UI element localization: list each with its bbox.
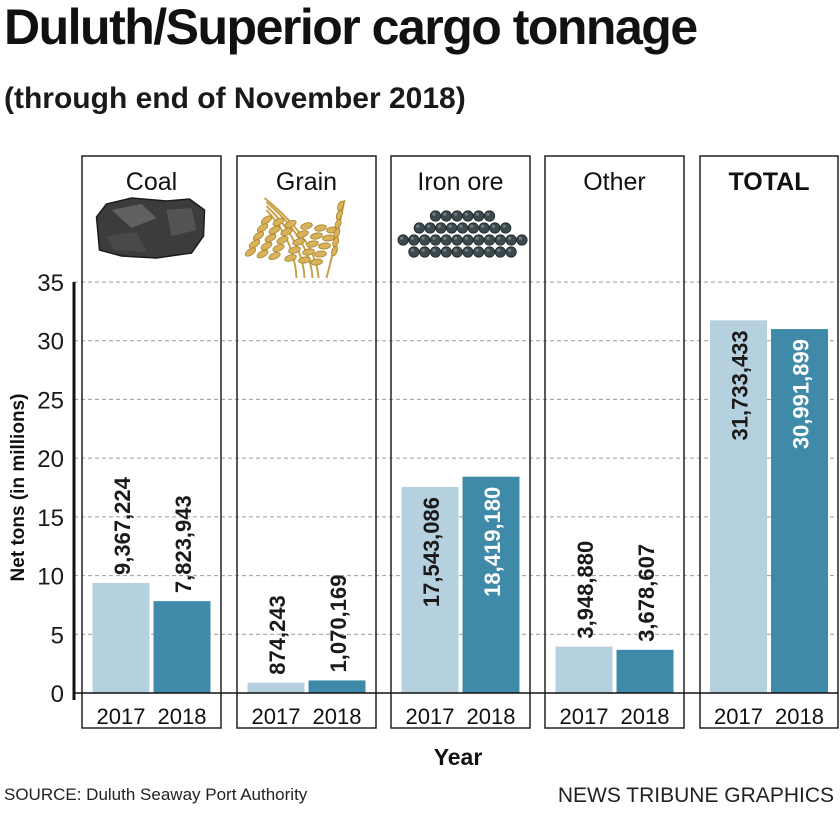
data-label: 9,367,224 — [110, 476, 135, 575]
x-tick-label: 2018 — [621, 704, 670, 729]
data-label: 874,243 — [265, 595, 290, 675]
data-label: 3,678,607 — [634, 544, 659, 642]
y-tick-label: 20 — [37, 446, 64, 473]
bar-2017 — [401, 486, 459, 693]
category-panel: Iron ore 17,543,086 2017 18,419,180 2018 — [390, 155, 531, 729]
x-tick-label: 2018 — [158, 704, 207, 729]
data-label: 3,948,880 — [573, 541, 598, 639]
data-label: 18,419,180 — [480, 487, 505, 597]
panel-border — [390, 155, 531, 729]
x-tick-label: 2018 — [775, 704, 824, 729]
bar-2018 — [462, 476, 520, 693]
y-tick-label: 10 — [37, 564, 64, 591]
y-tick-label: 35 — [37, 270, 64, 297]
y-axis-title: Net tons (in millions) — [8, 394, 29, 582]
grain-icon — [244, 197, 346, 279]
y-tick-label: 30 — [37, 329, 64, 356]
x-axis-title: Year — [434, 744, 483, 770]
x-tick-label: 2017 — [714, 704, 763, 729]
bar-2018 — [771, 329, 828, 693]
bar-2017 — [92, 583, 150, 693]
data-label: 7,823,943 — [171, 495, 196, 593]
iron-ore-icon — [397, 210, 528, 258]
bar-2018 — [616, 649, 674, 693]
data-label: 30,991,899 — [789, 339, 814, 449]
x-tick-label: 2017 — [406, 704, 455, 729]
coal-icon — [95, 197, 206, 259]
category-label: Coal — [126, 168, 177, 196]
bar-2017 — [247, 682, 305, 693]
category-panel: Grain 874,243 2017 1,070,169 2018 — [236, 155, 377, 729]
y-tick-label: 0 — [51, 681, 64, 708]
x-tick-label: 2017 — [97, 704, 146, 729]
y-tick-label: 15 — [37, 505, 64, 532]
y-tick-label: 5 — [51, 622, 64, 649]
source-note: SOURCE: Duluth Seaway Port Authority — [4, 785, 308, 804]
data-label: 31,733,433 — [728, 330, 753, 440]
category-label: Grain — [276, 168, 337, 196]
panel-border — [544, 155, 685, 729]
category-label: Iron ore — [417, 168, 503, 196]
bar-2018 — [153, 601, 211, 693]
category-panel: Other 3,948,880 2017 3,678,607 2018 — [544, 155, 685, 729]
x-tick-label: 2018 — [467, 704, 516, 729]
data-label: 17,543,086 — [419, 497, 444, 607]
panel-border — [236, 155, 377, 729]
category-panel: TOTAL 31,733,433 2017 30,991,899 2018 — [699, 155, 839, 729]
category-label: Other — [583, 168, 646, 196]
category-panel: Coal 9,367,224 2017 7,823,943 2018 — [81, 155, 222, 729]
x-tick-label: 2018 — [313, 704, 362, 729]
x-tick-label: 2017 — [560, 704, 609, 729]
chart-title: Duluth/Superior cargo tonnage — [4, 0, 698, 55]
bar-2018 — [308, 680, 366, 693]
bar-2017 — [710, 320, 767, 693]
y-tick-label: 25 — [37, 387, 64, 414]
graphics-credit: NEWS TRIBUNE GRAPHICS — [557, 784, 834, 807]
category-label: TOTAL — [728, 168, 809, 196]
panel-border — [699, 155, 839, 729]
panel-border — [81, 155, 222, 729]
data-label: 1,070,169 — [326, 575, 351, 673]
chart-subtitle: (through end of November 2018) — [4, 82, 466, 115]
x-tick-label: 2017 — [252, 704, 301, 729]
bar-2017 — [555, 646, 613, 693]
bar-chart: 0 5 10 15 20 25 30 35 Net tons (in millions) Coal… — [8, 155, 839, 770]
